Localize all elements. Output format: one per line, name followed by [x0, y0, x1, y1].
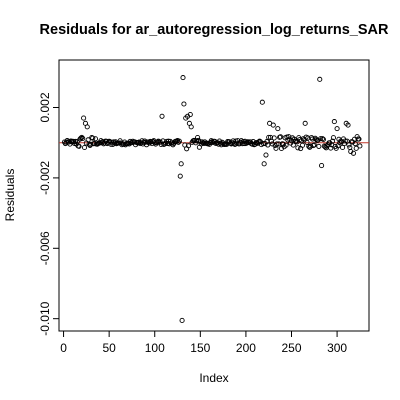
residual-point [356, 136, 362, 142]
residual-point [157, 139, 163, 145]
residual-point [328, 145, 334, 151]
x-tick-label: 300 [327, 341, 347, 355]
residual-point [72, 138, 78, 145]
residual-point [283, 142, 289, 148]
y-axis: -0.010 -0.006 -0.002 0.002 [38, 92, 59, 336]
residual-point [295, 145, 301, 151]
residual-point [329, 138, 336, 144]
residual-point [80, 135, 86, 142]
residual-point [278, 134, 284, 140]
residual-point [316, 143, 322, 149]
residual-point [280, 141, 286, 147]
plot-frame [58, 59, 370, 332]
residual-point [76, 143, 82, 149]
residual-point [274, 141, 280, 147]
chart-title: Residuals for ar_autoregression_log_retu… [40, 22, 389, 38]
residual-point [319, 136, 326, 142]
residual-point [85, 137, 91, 143]
residual-point [319, 163, 325, 169]
residual-point [331, 119, 337, 125]
residual-point [266, 134, 272, 140]
residual-point [273, 145, 279, 151]
residual-point [320, 136, 326, 142]
y-tick-label: -0.002 [38, 161, 52, 195]
residual-point [310, 142, 316, 149]
residual-point [311, 142, 317, 148]
residual-point [342, 138, 348, 144]
residual-point [340, 144, 346, 150]
x-tick-label: 200 [236, 341, 256, 355]
residual-point [256, 139, 262, 145]
residual-point [317, 76, 323, 82]
residual-point [185, 143, 192, 149]
residual-point [175, 139, 181, 145]
residual-point [353, 145, 359, 151]
residual-point [159, 113, 165, 119]
residual-point [275, 126, 281, 132]
residual-points [61, 75, 363, 323]
residual-point [84, 124, 90, 130]
residual-point [352, 141, 358, 147]
residual-point [79, 134, 85, 140]
residual-point [345, 122, 351, 128]
residual-point [259, 99, 265, 105]
residual-point [178, 161, 184, 167]
residual-point [176, 138, 182, 144]
residual-point [268, 138, 274, 144]
residual-point [305, 135, 311, 141]
residual-point [92, 136, 99, 142]
residual-point [357, 143, 363, 149]
residual-point [302, 120, 308, 126]
y-tick-label: -0.006 [38, 231, 52, 265]
residual-point [261, 161, 267, 167]
residual-point [180, 75, 186, 81]
residual-point [315, 137, 321, 143]
residual-point [299, 142, 305, 148]
residual-point [90, 135, 96, 141]
residual-point [334, 126, 340, 132]
residual-point [306, 143, 312, 149]
residual-point [270, 122, 276, 128]
residual-point [347, 144, 353, 150]
residual-point [177, 173, 183, 179]
y-axis-label: Residuals [3, 169, 17, 222]
residual-point [330, 135, 336, 141]
residual-point [271, 135, 277, 141]
residual-point [81, 115, 87, 121]
residual-point [188, 124, 194, 130]
residual-point [346, 142, 352, 148]
residual-point [318, 136, 324, 142]
y-tick-label: 0.002 [38, 92, 52, 122]
residual-point [244, 140, 250, 146]
residual-point [263, 152, 269, 158]
x-tick-label: 100 [145, 341, 165, 355]
x-tick-label: 0 [60, 341, 67, 355]
y-tick-label: -0.010 [38, 301, 52, 335]
residual-point [192, 138, 198, 144]
x-axis: 0 50 100 150 200 250 300 [60, 331, 347, 355]
x-tick-label: 150 [190, 341, 210, 355]
residual-point [187, 112, 193, 118]
residual-point [350, 150, 357, 156]
residual-point [195, 135, 201, 141]
residual-point [181, 101, 187, 107]
residual-point [179, 317, 185, 323]
residual-point [265, 142, 271, 148]
residual-point [309, 136, 316, 142]
residual-point [81, 144, 88, 151]
x-tick-label: 50 [102, 341, 116, 355]
x-axis-label: Index [199, 371, 228, 385]
x-tick-label: 250 [281, 341, 301, 355]
